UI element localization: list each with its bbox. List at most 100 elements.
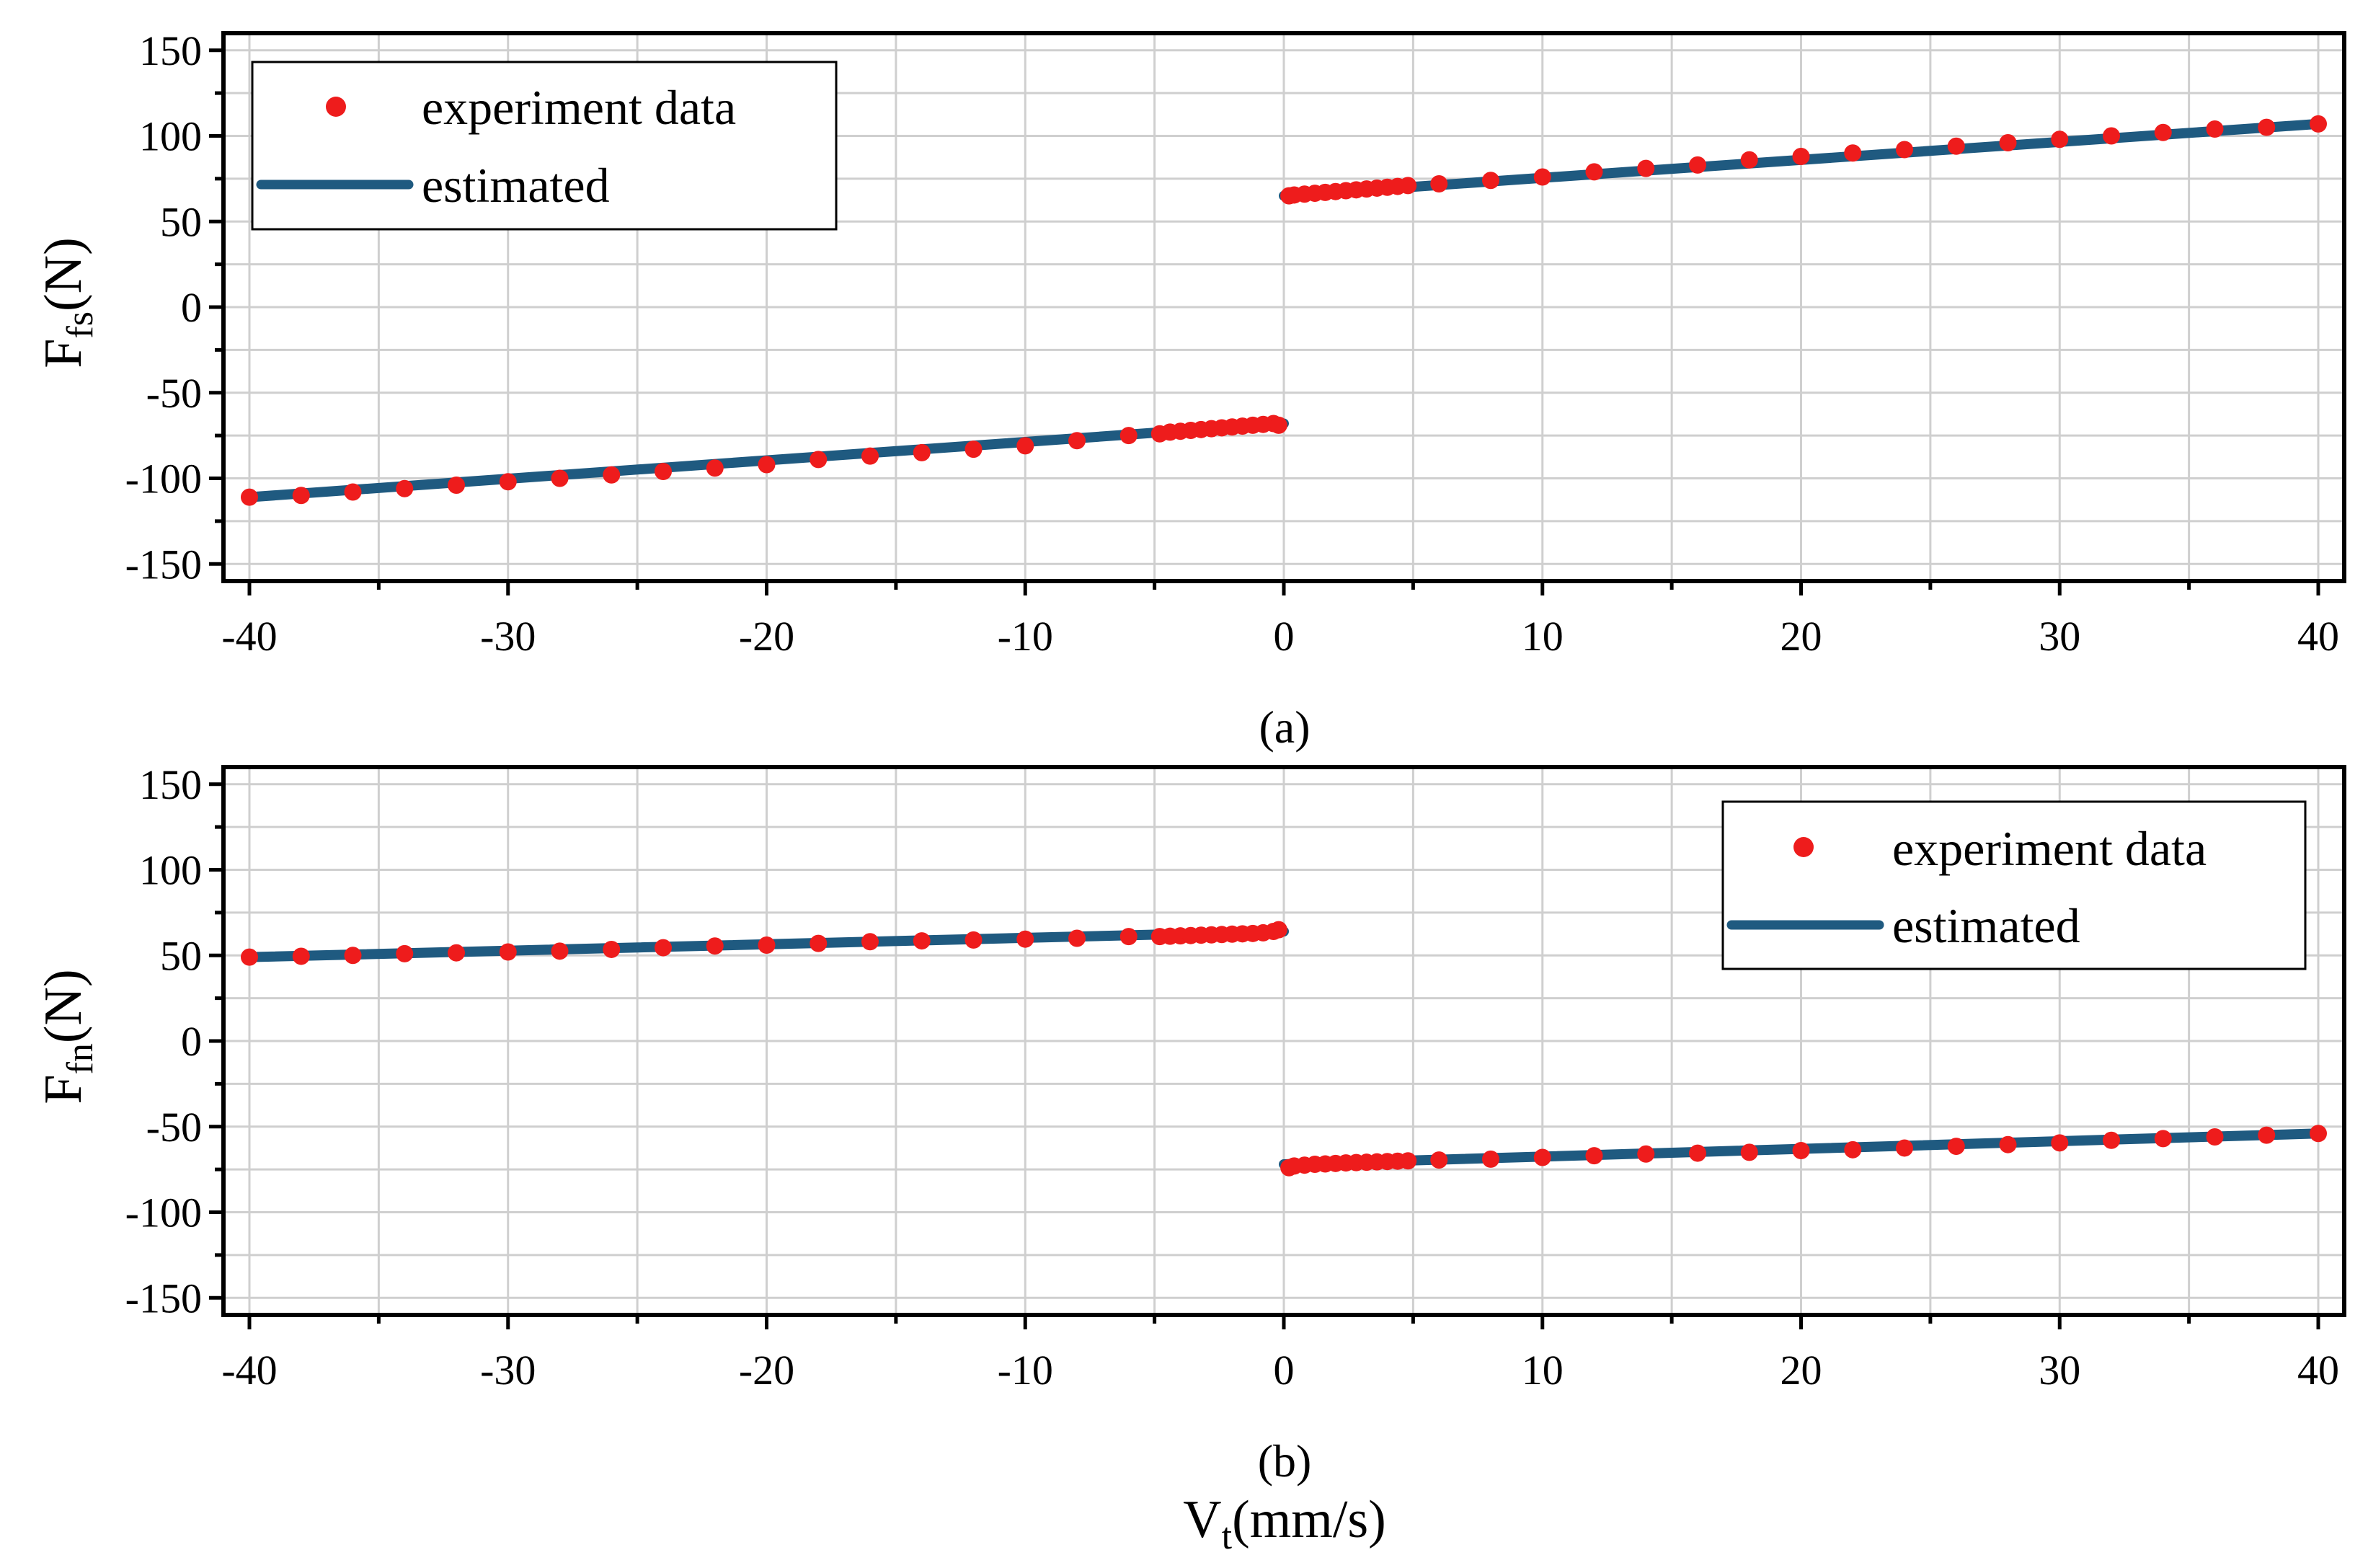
- panel-a-y-axis-title-main: F: [34, 339, 93, 368]
- panel-b-x-tick-label: 40: [2297, 1347, 2339, 1394]
- panel-b-data-point: [1999, 1135, 2017, 1153]
- panel-a-x-tick-label: -10: [998, 613, 1053, 660]
- panel-b-data-point: [1637, 1145, 1655, 1163]
- panel-b-x-tick-labels: -40 -30 -20 -10 0 10 20 30 40: [221, 1347, 2339, 1394]
- panel-a-data-point: [965, 440, 983, 459]
- panel-a-data-point: [396, 479, 414, 497]
- panel-b-y-axis-title-sub: fn: [60, 1043, 101, 1074]
- panel-a-y-tick-label: -150: [125, 541, 202, 588]
- panel-b-y-tick-labels: -150 -100 -50 0 50 100 150: [125, 761, 202, 1322]
- panel-a-data-point: [1947, 137, 1965, 155]
- panel-b-legend-estimated-label: estimated: [1892, 898, 2080, 953]
- panel-b-data-point: [1585, 1147, 1603, 1165]
- panel-a-data-point: [1068, 432, 1086, 450]
- panel-a-data-point: [1740, 151, 1758, 169]
- panel-b-data-point: [1399, 1152, 1417, 1170]
- panel-b-caption: (b): [1258, 1435, 1312, 1487]
- panel-a-ticks: [209, 48, 2320, 595]
- panel-a-y-tick-label: 0: [181, 284, 202, 331]
- panel-b-data-point: [448, 944, 465, 962]
- panel-b-data-point: [1533, 1148, 1551, 1166]
- panel-b-data-point: [861, 933, 879, 951]
- panel-a-x-tick-labels: -40 -30 -20 -10 0 10 20 30 40: [221, 613, 2339, 660]
- panel-b-data-point: [706, 937, 724, 955]
- panel-b-data-point: [396, 944, 414, 962]
- panel-a-data-point: [655, 463, 672, 480]
- panel-b-data-point: [1430, 1151, 1448, 1169]
- panel-a-legend-estimated-label: estimated: [422, 158, 610, 213]
- panel-a-data-point: [2154, 123, 2172, 141]
- panel-b-legend-marker: [1793, 837, 1814, 857]
- panel-b-x-tick-label: 30: [2039, 1347, 2080, 1394]
- panel-a-data-point: [2258, 118, 2276, 136]
- panel-b-data-point: [810, 934, 828, 952]
- panel-b-data-point: [551, 942, 569, 960]
- panel-a-data-point: [1533, 168, 1551, 186]
- panel-a-data-point: [706, 459, 724, 477]
- panel-b-data-point: [1740, 1143, 1758, 1161]
- panel-b-data-point: [965, 931, 983, 949]
- panel-a-data-point: [1269, 416, 1287, 434]
- panel-b-data-point: [344, 947, 362, 965]
- panel-b-y-tick-label: -50: [146, 1104, 202, 1151]
- panel-b-x-axis-title-unit: (mm/s): [1232, 1490, 1386, 1549]
- panel-a-data-point: [1689, 156, 1706, 174]
- panel-a-y-axis-title-sub: fs: [60, 311, 101, 339]
- panel-b-y-axis-title: Ffn(N): [34, 969, 101, 1104]
- panel-b-legend-experiment-label: experiment data: [1892, 821, 2207, 876]
- panel-b-y-tick-label: 150: [139, 761, 202, 808]
- panel-b-x-tick-label: 20: [1781, 1347, 1822, 1394]
- panel-b-data-point: [2206, 1128, 2224, 1146]
- panel-a-caption: (a): [1259, 701, 1310, 753]
- panel-a-y-tick-labels: -150 -100 -50 0 50 100 150: [125, 27, 202, 588]
- panel-a-data-point: [2051, 130, 2069, 149]
- panel-b-y-tick-label: 100: [139, 847, 202, 894]
- panel-b-data-point: [292, 947, 310, 965]
- panel-b-y-axis-title-unit: (N): [34, 969, 93, 1043]
- panel-a-x-tick-label: 0: [1274, 613, 1295, 660]
- panel-b: -40 -30 -20 -10 0 10 20 30 40 -150-100-500501001…: [34, 761, 2346, 1557]
- panel-b-data-point: [1947, 1138, 1965, 1156]
- panel-b-data-point: [1792, 1142, 1810, 1159]
- panel-a-x-tick-label: 20: [1781, 613, 1822, 660]
- panel-a-x-tick-label: -30: [480, 613, 536, 660]
- panel-a-data-point: [810, 451, 828, 469]
- panel-a-data-point: [1637, 159, 1655, 177]
- panel-a-experiment-points: [241, 115, 2327, 506]
- panel-b-x-tick-label: 0: [1274, 1347, 1295, 1394]
- panel-b-data-point: [1068, 929, 1086, 947]
- panel-a-data-point: [1399, 177, 1417, 195]
- panel-b-x-axis-title-main: V: [1183, 1490, 1221, 1549]
- panel-b-data-point: [1689, 1144, 1706, 1162]
- panel-a-y-tick-label: -50: [146, 370, 202, 417]
- panel-b-data-point: [1119, 928, 1138, 946]
- panel-a-data-point: [758, 456, 776, 474]
- panel-a-data-point: [551, 469, 569, 487]
- panel-b-data-point: [2051, 1134, 2069, 1152]
- panel-b-ticks: [209, 782, 2320, 1329]
- panel-a-y-axis-title-unit: (N): [34, 237, 93, 311]
- panel-b-x-tick-label: -40: [221, 1347, 277, 1394]
- panel-a-x-tick-label: -40: [221, 613, 277, 660]
- panel-a-data-point: [344, 483, 362, 501]
- panel-b-data-point: [499, 943, 517, 961]
- panel-b-x-tick-label: 10: [1522, 1347, 1564, 1394]
- panel-a-x-tick-label: 10: [1522, 613, 1564, 660]
- panel-b-data-point: [758, 936, 776, 954]
- panel-a-data-point: [1016, 437, 1034, 455]
- panel-a-x-tick-label: 30: [2039, 613, 2080, 660]
- panel-a-legend: experiment data estimated: [251, 61, 838, 231]
- panel-a-data-point: [1585, 163, 1603, 181]
- panel-a-y-tick-label: -100: [125, 456, 202, 502]
- panel-b-y-tick-label: -150: [125, 1275, 202, 1321]
- panel-b-legend: experiment data estimated: [1721, 800, 2307, 970]
- panel-b-data-point: [2310, 1125, 2327, 1143]
- panel-b-data-point: [241, 948, 258, 966]
- panel-b-data-point: [655, 939, 672, 957]
- panel-a-legend-marker: [326, 97, 346, 117]
- panel-a-data-point: [1482, 172, 1499, 190]
- panel-b-data-point: [1844, 1140, 1862, 1159]
- panel-a-x-tick-label: -20: [739, 613, 794, 660]
- panel-b-data-point: [2103, 1131, 2120, 1149]
